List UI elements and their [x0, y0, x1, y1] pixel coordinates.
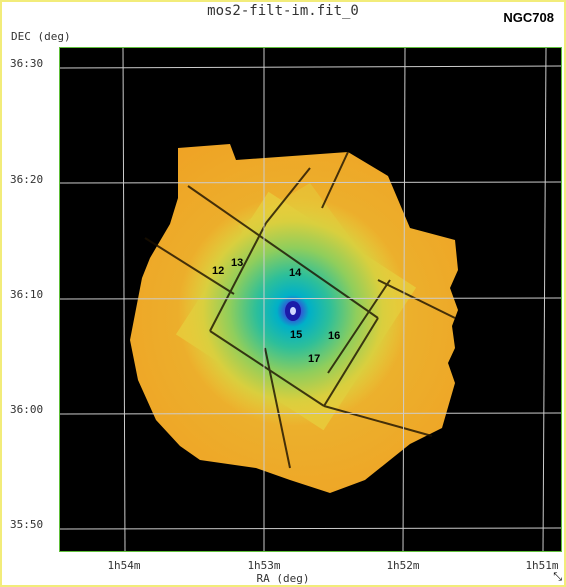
y-axis-label: DEC (deg)	[11, 30, 71, 43]
y-tick-label: 35:50	[10, 518, 44, 531]
window-title: mos2-filt-im.fit_0	[207, 3, 359, 19]
y-tick-label: 36:20	[10, 173, 44, 186]
x-tick-label: 1h54m	[107, 559, 141, 572]
y-tick-label: 36:10	[10, 288, 44, 301]
ccd-gaps	[144, 151, 456, 469]
coordinate-grid	[60, 48, 561, 551]
y-tick-label: 36:30	[10, 57, 44, 70]
x-tick-label: 1h51m	[525, 559, 559, 572]
source-label: 13	[231, 257, 243, 269]
source-label: 15	[290, 329, 302, 341]
source-label: 16	[328, 330, 340, 342]
source-label: 12	[212, 265, 224, 277]
field-of-view	[130, 144, 458, 493]
source-label: 14	[289, 267, 302, 279]
object-name-label: NGC708	[503, 10, 554, 25]
image-canvas[interactable]: 12 13 14 15 16 17	[59, 47, 562, 552]
x-tick-label: 1h52m	[386, 559, 420, 572]
x-axis-label: RA (deg)	[256, 572, 310, 585]
y-tick-label: 36:00	[10, 403, 44, 416]
xray-image: 12 13 14 15 16 17	[60, 48, 561, 551]
resize-handle-icon[interactable]: ⤡	[553, 571, 562, 583]
source-label: 17	[308, 353, 320, 365]
x-tick-label: 1h53m	[247, 559, 281, 572]
